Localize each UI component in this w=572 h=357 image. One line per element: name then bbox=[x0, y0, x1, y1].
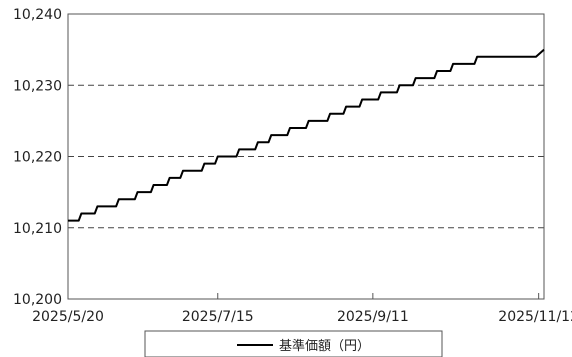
series-layer bbox=[68, 48, 545, 222]
grid bbox=[68, 84, 544, 229]
y-tick-label: 10,220 bbox=[13, 150, 62, 166]
plot-frame bbox=[67, 13, 545, 300]
y-tick-label: 10,200 bbox=[13, 292, 62, 308]
x-tick-label: 2025/9/11 bbox=[337, 309, 409, 325]
legend-box bbox=[144, 330, 443, 357]
y-tick-label: 10,240 bbox=[13, 7, 62, 23]
legend-label: 基準価額（円） bbox=[279, 338, 370, 354]
x-axis: 2025/5/20 2025/7/15 2025/9/11 2025/11/12 bbox=[32, 293, 572, 325]
y-tick-label: 10,230 bbox=[13, 78, 62, 94]
y-axis: 10,200 10,210 10,220 10,230 10,240 bbox=[13, 7, 62, 308]
y-tick-label: 10,210 bbox=[13, 221, 62, 237]
x-tick-label: 2025/7/15 bbox=[182, 309, 254, 325]
legend: 基準価額（円） bbox=[144, 330, 443, 357]
series-line bbox=[68, 48, 545, 222]
x-tick-label: 2025/11/12 bbox=[498, 309, 572, 325]
x-tick-label: 2025/5/20 bbox=[32, 309, 104, 325]
plot-border bbox=[67, 13, 545, 300]
